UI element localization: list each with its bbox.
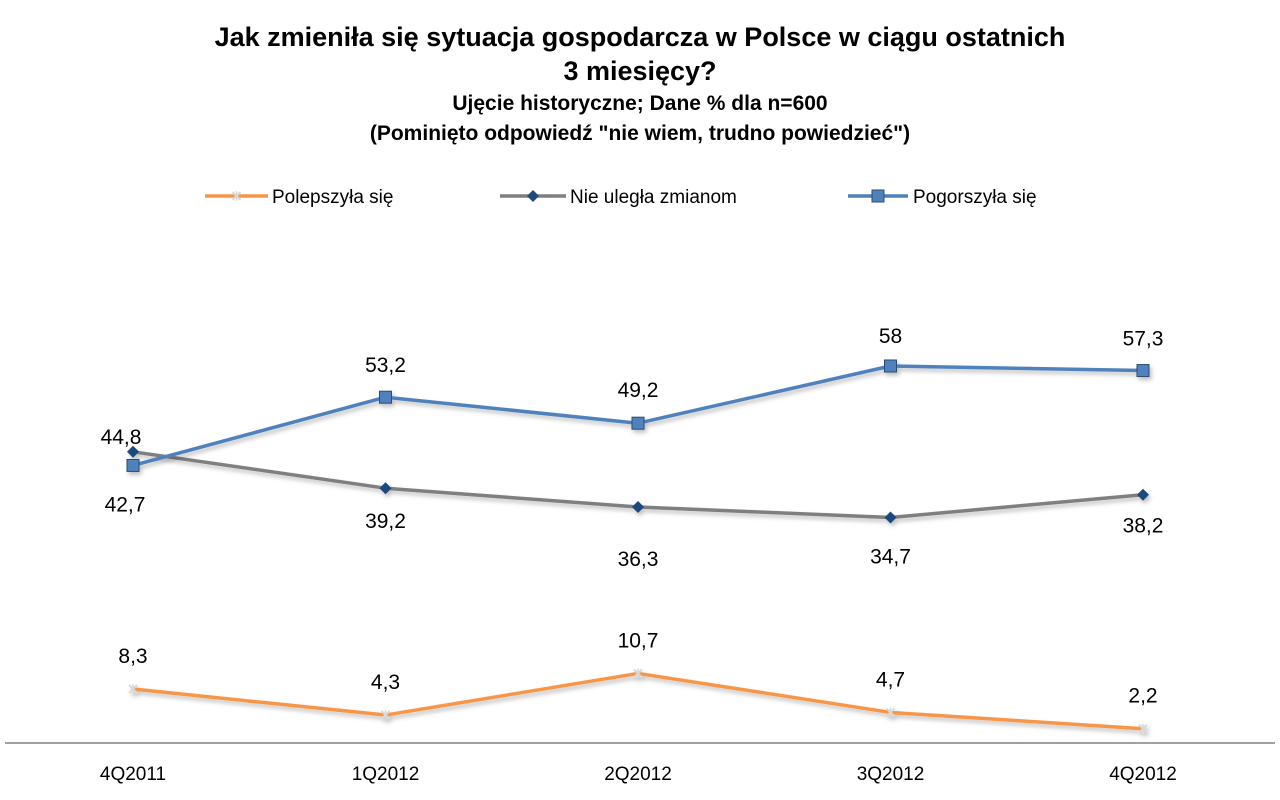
data-point-polepszyla-sie-3q2012 [885, 707, 896, 718]
data-label-pogorszyla-sie-2q2012: 49,2 [618, 379, 659, 402]
legend-item-nie-ulegla-zmianom: Nie uległa zmianom [500, 187, 737, 208]
x-tick-label-1q2012: 1Q2012 [352, 764, 420, 785]
data-point-pogorszyla-sie-1q2012 [379, 390, 392, 404]
series-line-polepszyla-sie [131, 671, 1145, 731]
x-tick-label-3q2012: 3Q2012 [857, 764, 925, 785]
data-point-nie-ulegla-zmianom-3q2012 [884, 511, 897, 524]
x-tick-label-4q2011: 4Q2011 [100, 764, 166, 785]
data-label-nie-ulegla-zmianom-2q2012: 36,3 [618, 548, 659, 571]
data-label-polepszyla-sie-3q2012: 4,7 [876, 668, 905, 691]
legend-marker-polepszyla-sie [231, 191, 242, 201]
data-point-nie-ulegla-zmianom-4q2011 [127, 445, 139, 458]
legend-item-pogorszyla-sie: Pogorszyła się [848, 187, 1037, 208]
data-label-polepszyla-sie-4q2012: 2,2 [1128, 685, 1157, 708]
data-point-pogorszyla-sie-3q2012 [884, 359, 897, 373]
data-label-pogorszyla-sie-1q2012: 53,2 [365, 354, 406, 377]
x-tick-label-4q2012: 4Q2012 [1109, 764, 1177, 785]
data-label-pogorszyla-sie-3q2012: 58 [879, 325, 902, 348]
legend-item-polepszyla-sie: Polepszyła się [205, 187, 393, 208]
data-point-polepszyla-sie-4q2011 [128, 684, 138, 695]
data-point-nie-ulegla-zmianom-4q2012 [1137, 488, 1149, 501]
data-label-polepszyla-sie-2q2012: 10,7 [618, 629, 659, 652]
data-point-polepszyla-sie-1q2012 [380, 710, 391, 721]
legend-marker-pogorszyla-sie [871, 189, 885, 203]
data-point-pogorszyla-sie-4q2012 [1136, 364, 1150, 378]
data-label-nie-ulegla-zmianom-4q2012: 38,2 [1123, 515, 1164, 538]
data-point-nie-ulegla-zmianom-2q2012 [632, 501, 644, 514]
data-label-pogorszyla-sie-4q2011: 42,7 [105, 493, 146, 516]
data-point-polepszyla-sie-2q2012 [633, 668, 643, 679]
data-label-nie-ulegla-zmianom-3q2012: 34,7 [870, 545, 911, 568]
legend-marker-nie-ulegla-zmianom [527, 190, 539, 202]
chart-subtitle: Ujęcie historyczne; Dane % dla n=600 [452, 92, 828, 115]
data-label-nie-ulegla-zmianom-4q2011: 44,8 [101, 426, 142, 449]
chart-title-line-2: 3 miesięcy? [563, 56, 717, 86]
data-label-polepszyla-sie-1q2012: 4,3 [371, 671, 400, 694]
chart-subtitle-line-2: (Pominięto odpowiedź "nie wiem, trudno p… [369, 122, 911, 145]
data-point-polepszyla-sie-4q2012 [1138, 723, 1148, 734]
x-tick-label-2q2012: 2Q2012 [604, 764, 672, 785]
data-label-nie-ulegla-zmianom-1q2012: 39,2 [365, 510, 406, 533]
legend-label-pogorszyla-sie: Pogorszyła się [913, 187, 1037, 208]
data-label-pogorszyla-sie-4q2012: 57,3 [1123, 328, 1164, 351]
data-point-nie-ulegla-zmianom-1q2012 [379, 482, 392, 495]
data-label-polepszyla-sie-4q2011: 8,3 [118, 645, 147, 668]
data-point-pogorszyla-sie-4q2011 [126, 458, 140, 472]
legend-label-polepszyla-sie: Polepszyła się [272, 187, 393, 208]
chart-title: Jak zmieniła się sytuacja gospodarcza w … [214, 22, 1066, 52]
legend-label-nie-ulegla-zmianom: Nie uległa zmianom [570, 187, 737, 208]
data-point-pogorszyla-sie-2q2012 [631, 416, 645, 430]
